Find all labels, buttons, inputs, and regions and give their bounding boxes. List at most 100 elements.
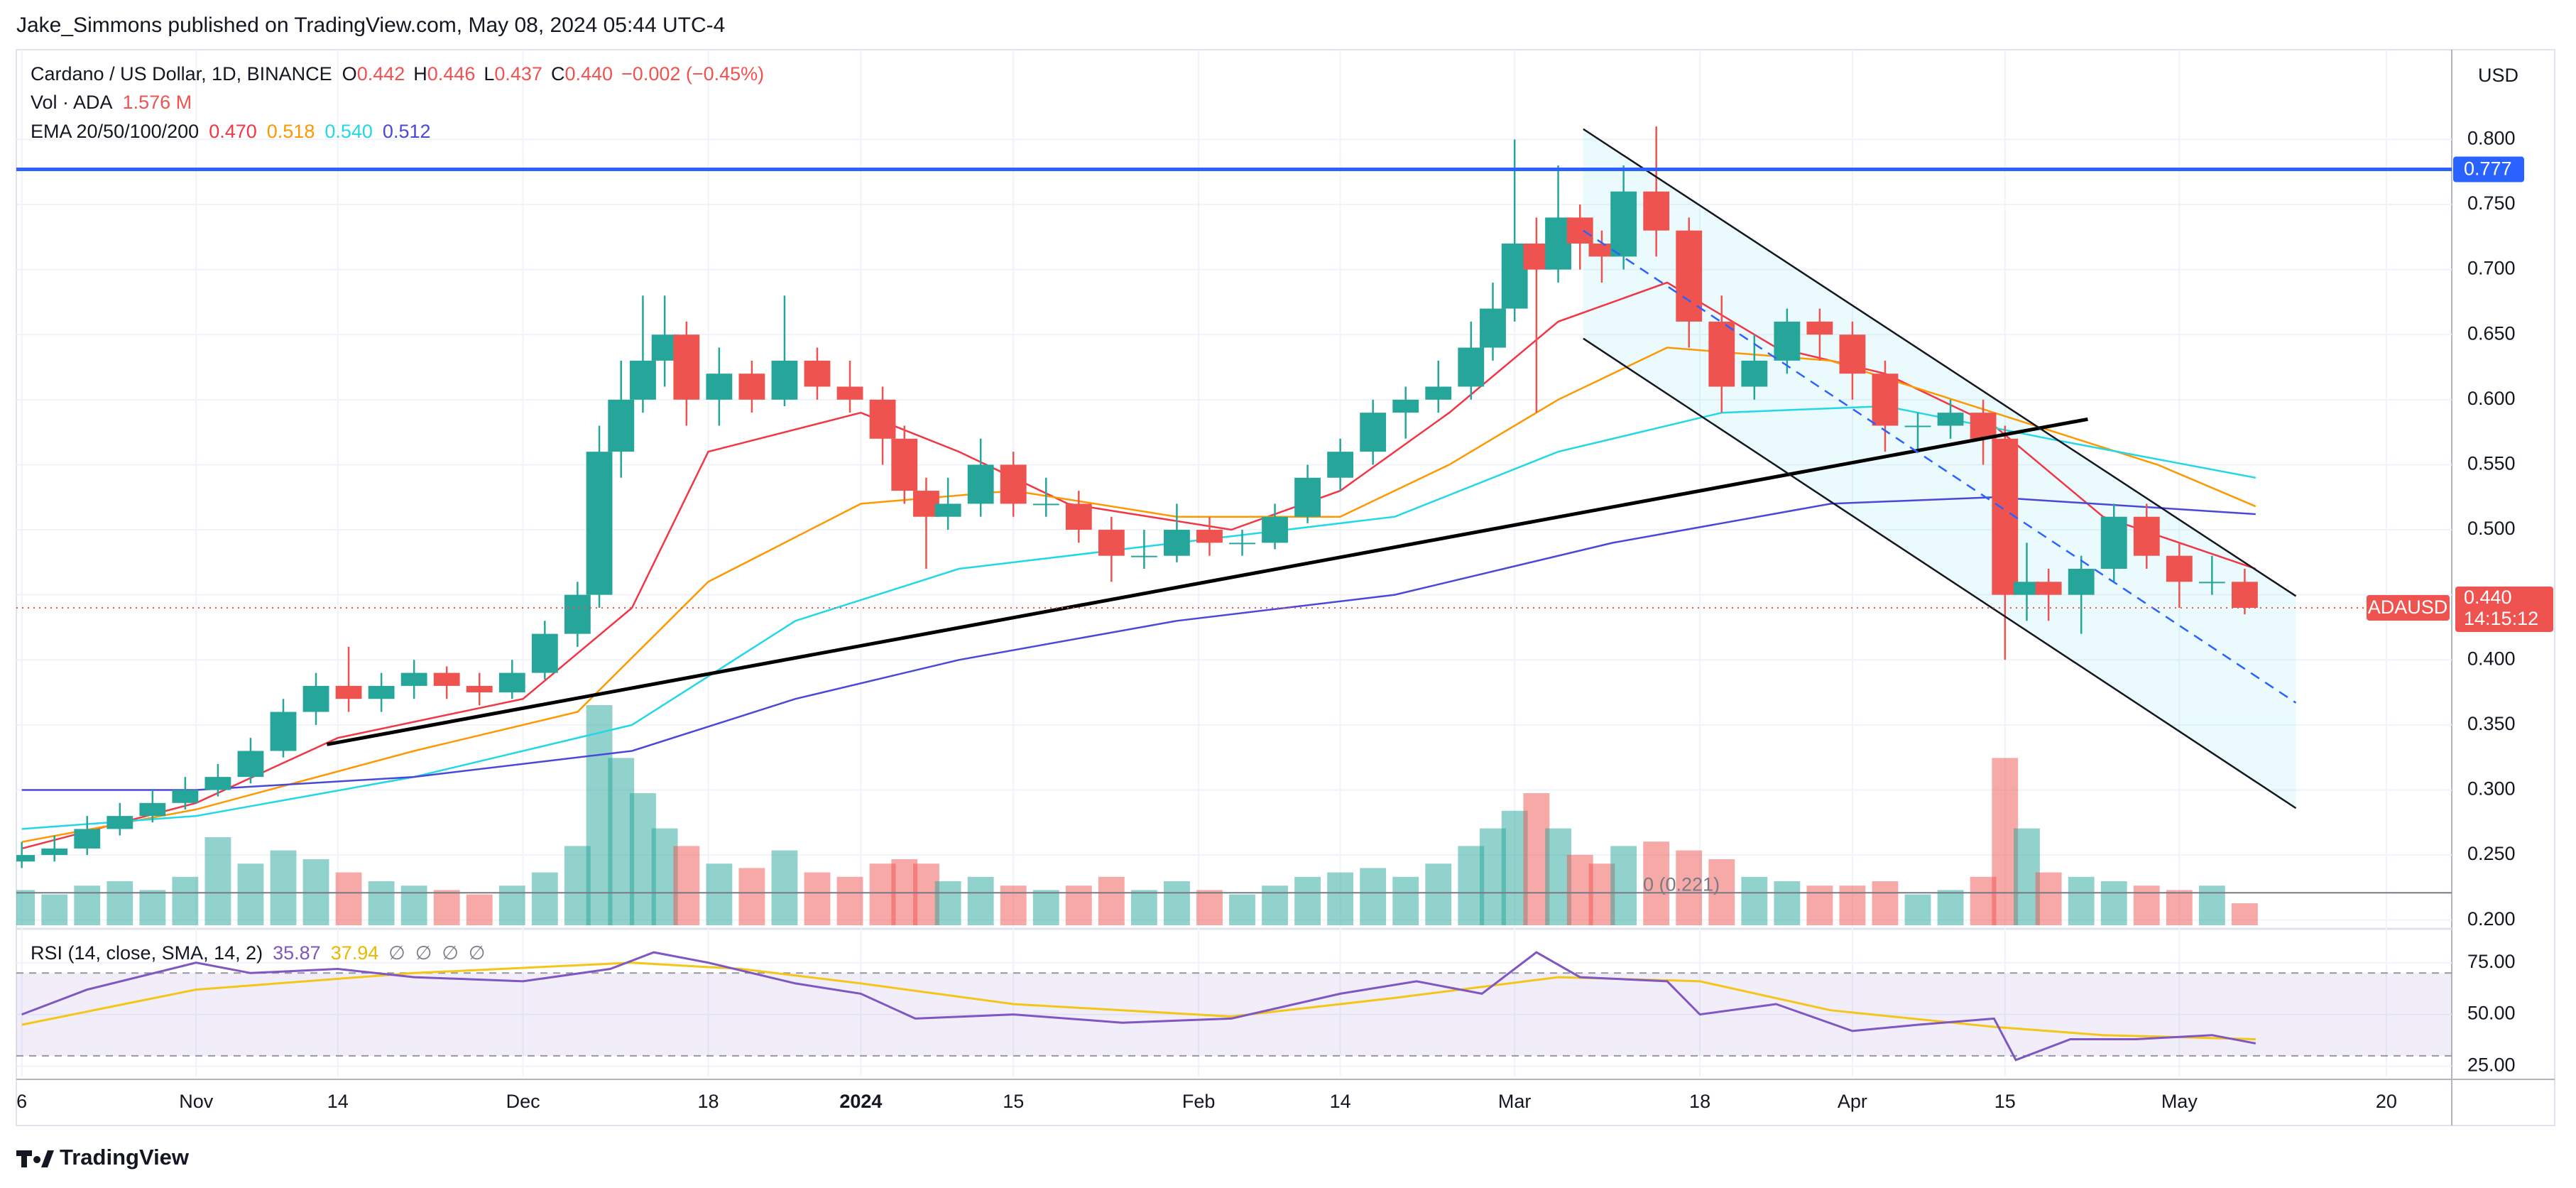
rsi-tick-label: 75.00 xyxy=(2467,951,2516,972)
candle-body xyxy=(1839,334,1866,374)
volume-bar xyxy=(107,881,133,925)
last-price-tag xyxy=(2455,586,2553,632)
ema-value: 0.518 xyxy=(267,121,315,142)
candle-body xyxy=(2068,569,2095,595)
change: −0.002 (−0.45%) xyxy=(621,63,764,85)
x-tick-label: 18 xyxy=(697,1091,719,1112)
volume-bar xyxy=(41,894,68,925)
candle-body xyxy=(608,399,635,452)
rsi-value: 35.87 xyxy=(273,942,321,964)
candle-body xyxy=(1164,530,1190,556)
y-tick-label: 0.750 xyxy=(2467,192,2516,214)
candle-body xyxy=(204,777,231,790)
volume-bar xyxy=(1741,876,1768,925)
x-tick-label: Apr xyxy=(1838,1091,1867,1112)
candle-body xyxy=(41,848,68,856)
candle-body xyxy=(368,685,395,699)
candle-body xyxy=(1098,530,1125,556)
volume-bar xyxy=(1904,894,1931,925)
ema-value: 0.470 xyxy=(209,121,257,142)
candle-body xyxy=(1904,425,1931,427)
candle-body xyxy=(836,386,863,400)
volume-bar xyxy=(498,885,525,925)
o-value: 0.442 xyxy=(357,63,405,85)
y-tick-label: 0.700 xyxy=(2467,258,2516,279)
candle-body xyxy=(1294,477,1321,517)
toggle[interactable]: ∅ xyxy=(469,942,486,964)
candle-body xyxy=(1065,503,1092,530)
volume-bar xyxy=(608,758,635,925)
volume-bar xyxy=(1392,876,1419,925)
ema-value: 0.540 xyxy=(324,121,373,142)
candle-body xyxy=(673,334,700,400)
toggle[interactable]: ∅ xyxy=(415,942,432,964)
volume-bar xyxy=(706,863,733,925)
candle-body xyxy=(1588,243,1615,257)
volume-label: Vol · ADA xyxy=(31,92,113,113)
candle-body xyxy=(2100,516,2127,570)
symbol: Cardano / US Dollar, 1D, BINANCE xyxy=(31,63,332,85)
c-label: C xyxy=(551,63,565,85)
volume-bar xyxy=(204,837,231,925)
o-label: O xyxy=(342,63,357,85)
frame xyxy=(16,49,2555,1126)
candle-body xyxy=(107,816,133,829)
toggle[interactable]: ∅ xyxy=(442,942,459,964)
volume-value: 1.576 M xyxy=(123,92,192,113)
volume-bar xyxy=(1262,885,1288,925)
candle-body xyxy=(1229,543,1255,545)
x-tick-label: Nov xyxy=(179,1091,214,1112)
y-tick-label: 0.300 xyxy=(2467,778,2516,800)
candle-body xyxy=(400,672,427,686)
candle-body xyxy=(1970,413,1997,439)
rsi-line xyxy=(21,951,2256,1062)
x-tick-label: Mar xyxy=(1498,1091,1532,1112)
volume-bar xyxy=(1937,890,1964,925)
volume-legend: Vol · ADA 1.576 M xyxy=(31,92,192,113)
volume-bar xyxy=(139,890,166,925)
volume-bar xyxy=(433,890,460,925)
x-tick-label: 14 xyxy=(327,1091,349,1112)
candle-body xyxy=(302,685,329,712)
candle-body xyxy=(172,790,199,803)
x-tick-label: 15 xyxy=(1003,1091,1024,1112)
volume-bar xyxy=(1065,885,1092,925)
volume-bar xyxy=(1643,841,1670,925)
y-tick-label: 0.650 xyxy=(2467,322,2516,344)
candle-body xyxy=(1741,360,1768,387)
ema-label: EMA 20/50/100/200 xyxy=(31,121,199,142)
symbol-legend: Cardano / US Dollar, 1D, BINANCE O0.442 H0… xyxy=(31,63,764,85)
volume-bar xyxy=(1839,885,1866,925)
y-tick-label: 0.400 xyxy=(2467,648,2516,669)
x-tick-label: Dec xyxy=(506,1091,540,1112)
candle-body xyxy=(2198,582,2225,584)
volume-bar xyxy=(1327,872,1354,925)
candle-body xyxy=(586,452,613,595)
candle-body xyxy=(771,360,798,400)
candle-body xyxy=(2231,582,2258,608)
volume-bar xyxy=(466,894,493,925)
x-tick-label: 18 xyxy=(1689,1091,1710,1112)
candle-body xyxy=(2035,582,2062,595)
volume-bar xyxy=(1098,876,1125,925)
x-tick-label: 14 xyxy=(1330,1091,1351,1112)
rsi-tick-label: 25.00 xyxy=(2467,1055,2516,1076)
volume-bar xyxy=(2035,872,2062,925)
volume-bar xyxy=(2133,885,2160,925)
trendline xyxy=(326,417,2088,746)
channel-fill xyxy=(1583,129,2296,809)
volume-bar xyxy=(673,846,700,925)
candle-body xyxy=(630,360,656,400)
volume-bar xyxy=(1425,863,1452,925)
candle-body xyxy=(1937,413,1964,426)
publisher: Jake_Simmons published on TradingView.co… xyxy=(16,13,725,37)
x-tick-label: 15 xyxy=(1994,1091,2016,1112)
y-tick-label: 0.800 xyxy=(2467,128,2516,149)
toggle[interactable]: ∅ xyxy=(388,942,405,964)
candle-body xyxy=(16,855,36,862)
candle-body xyxy=(869,399,896,439)
volume-bar xyxy=(74,885,101,925)
rsi-legend: RSI (14, close, SMA, 14, 2) 35.87 37.94 ∅ ∅ ∅… xyxy=(31,942,485,964)
l-label: L xyxy=(484,63,494,85)
